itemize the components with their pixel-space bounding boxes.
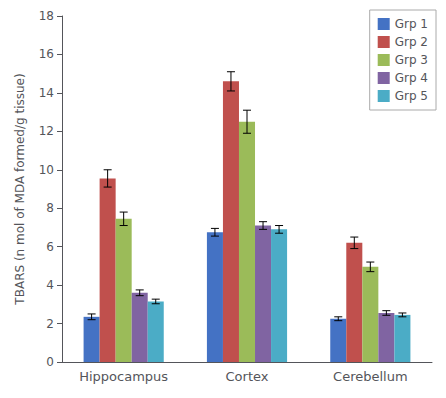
svg-text:Grp 3: Grp 3 [395,53,428,67]
svg-text:0: 0 [46,355,54,369]
svg-text:Cerebellum: Cerebellum [333,369,408,384]
svg-text:TBARS (n mol of MDA formed/g t: TBARS (n mol of MDA formed/g tissue) [13,73,27,305]
svg-text:16: 16 [39,47,54,61]
svg-text:Cortex: Cortex [226,369,269,384]
svg-text:2: 2 [46,317,54,331]
svg-text:8: 8 [46,201,54,215]
svg-text:12: 12 [39,124,54,138]
svg-text:Grp 2: Grp 2 [395,35,428,49]
svg-text:14: 14 [39,86,54,100]
svg-text:18: 18 [39,9,54,23]
svg-text:Hippocampus: Hippocampus [79,369,168,384]
svg-text:Grp 5: Grp 5 [395,89,428,103]
svg-text:Grp 4: Grp 4 [395,71,428,85]
svg-text:4: 4 [46,278,54,292]
svg-text:Grp 1: Grp 1 [395,17,428,31]
svg-text:6: 6 [46,240,54,254]
svg-text:10: 10 [39,163,54,177]
